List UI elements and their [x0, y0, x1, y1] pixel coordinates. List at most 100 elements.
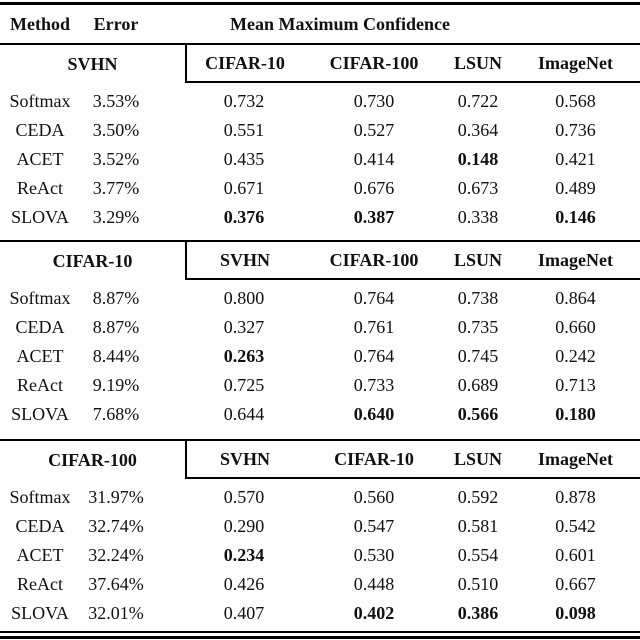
table-row: CEDA 3.50% 0.551 0.527 0.364 0.736: [0, 116, 640, 145]
value-cell: 0.146: [555, 207, 596, 227]
method-cell: CEDA: [15, 516, 65, 536]
value-cell: 0.510: [457, 574, 499, 594]
table-row: Softmax 31.97% 0.570 0.560 0.592 0.878: [0, 483, 640, 512]
table-row: Softmax 3.53% 0.732 0.730 0.722 0.568: [0, 87, 640, 116]
value-cell: 0.387: [353, 207, 395, 227]
value-cell: 0.448: [353, 574, 395, 594]
block-columns-header: SVHN CIFAR-100 LSUN ImageNet: [185, 242, 640, 280]
method-column-header: Method: [10, 13, 70, 34]
block-header-row: CIFAR-100 SVHN CIFAR-10 LSUN ImageNet: [0, 441, 640, 483]
value-cell: 0.386: [457, 603, 499, 623]
block-dataset-label: CIFAR-100: [48, 449, 137, 470]
error-cell: 9.19%: [92, 375, 140, 395]
value-cell: 0.338: [457, 207, 499, 227]
error-cell: 3.53%: [92, 91, 140, 111]
value-cell: 0.733: [353, 375, 395, 395]
table-row: CEDA 32.74% 0.290 0.547 0.581 0.542: [0, 512, 640, 541]
value-cell: 0.435: [223, 149, 265, 169]
bottom-rule-thick: [0, 636, 640, 639]
error-cell: 32.24%: [88, 545, 144, 565]
block-rows: Softmax 31.97% 0.570 0.560 0.592 0.878 C…: [0, 483, 640, 628]
value-cell: 0.414: [353, 149, 395, 169]
value-cell: 0.722: [457, 91, 499, 111]
block-header-row: SVHN CIFAR-10 CIFAR-100 LSUN ImageNet: [0, 45, 640, 87]
value-cell: 0.568: [555, 91, 596, 111]
value-cell: 0.581: [457, 516, 499, 536]
error-cell: 3.52%: [92, 149, 140, 169]
error-cell: 3.77%: [92, 178, 140, 198]
method-cell: CEDA: [15, 120, 65, 140]
method-cell: ReAct: [17, 574, 63, 594]
table-block-cifar100: CIFAR-100 SVHN CIFAR-10 LSUN ImageNet So…: [0, 441, 640, 628]
method-cell: SLOVA: [11, 404, 69, 424]
method-cell: Softmax: [9, 91, 71, 111]
table-row: ACET 32.24% 0.234 0.530 0.554 0.601: [0, 541, 640, 570]
block-columns-header: CIFAR-10 CIFAR-100 LSUN ImageNet: [185, 45, 640, 83]
value-cell: 0.736: [555, 120, 596, 140]
value-cell: 0.527: [353, 120, 395, 140]
top-rule: [0, 2, 640, 5]
error-cell: 3.50%: [92, 120, 140, 140]
value-cell: 0.180: [555, 404, 596, 424]
value-cell: 0.263: [223, 346, 265, 366]
value-cell: 0.407: [223, 603, 265, 623]
block-dataset-label: CIFAR-10: [52, 250, 133, 271]
value-cell: 0.640: [353, 404, 395, 424]
method-cell: ACET: [16, 545, 64, 565]
column-header: CIFAR-10: [205, 52, 285, 73]
value-cell: 0.376: [223, 207, 265, 227]
column-header: LSUN: [453, 249, 502, 270]
value-cell: 0.542: [555, 516, 596, 536]
method-cell: ReAct: [17, 375, 63, 395]
value-cell: 0.554: [457, 545, 499, 565]
value-cell: 0.735: [457, 317, 499, 337]
value-cell: 0.764: [353, 288, 395, 308]
method-cell: ACET: [16, 346, 64, 366]
error-cell: 32.01%: [88, 603, 144, 623]
table-row: CEDA 8.87% 0.327 0.761 0.735 0.660: [0, 313, 640, 342]
error-cell: 8.87%: [92, 317, 140, 337]
table-row: ReAct 37.64% 0.426 0.448 0.510 0.667: [0, 570, 640, 599]
error-cell: 3.29%: [92, 207, 140, 227]
block-rows: Softmax 3.53% 0.732 0.730 0.722 0.568 CE…: [0, 87, 640, 232]
value-cell: 0.745: [457, 346, 499, 366]
value-cell: 0.148: [457, 149, 499, 169]
value-cell: 0.530: [353, 545, 395, 565]
value-cell: 0.660: [555, 317, 596, 337]
method-cell: CEDA: [15, 317, 65, 337]
error-cell: 7.68%: [92, 404, 140, 424]
value-cell: 0.667: [555, 574, 596, 594]
value-cell: 0.800: [223, 288, 265, 308]
value-cell: 0.402: [353, 603, 395, 623]
error-cell: 31.97%: [88, 487, 144, 507]
value-cell: 0.426: [223, 574, 265, 594]
value-cell: 0.601: [555, 545, 596, 565]
error-cell: 37.64%: [88, 574, 144, 594]
value-cell: 0.560: [353, 487, 395, 507]
table-row: SLOVA 32.01% 0.407 0.402 0.386 0.098: [0, 599, 640, 628]
value-cell: 0.864: [555, 288, 596, 308]
method-cell: ACET: [16, 149, 64, 169]
block-rows: Softmax 8.87% 0.800 0.764 0.738 0.864 CE…: [0, 284, 640, 429]
value-cell: 0.671: [223, 178, 265, 198]
column-header: CIFAR-100: [329, 52, 419, 73]
header-midrule: [0, 43, 640, 45]
column-header: SVHN: [219, 249, 270, 270]
error-cell: 8.87%: [92, 288, 140, 308]
value-cell: 0.764: [353, 346, 395, 366]
table-block-svhn: SVHN CIFAR-10 CIFAR-100 LSUN ImageNet So…: [0, 45, 640, 240]
column-header: ImageNet: [538, 249, 613, 270]
value-cell: 0.290: [223, 516, 265, 536]
bottom-rule-thin: [0, 631, 640, 633]
value-cell: 0.234: [223, 545, 265, 565]
value-cell: 0.551: [223, 120, 265, 140]
method-cell: SLOVA: [11, 603, 69, 623]
value-cell: 0.570: [223, 487, 265, 507]
value-cell: 0.364: [457, 120, 499, 140]
table-row: SLOVA 3.29% 0.376 0.387 0.338 0.146: [0, 203, 640, 232]
value-cell: 0.732: [223, 91, 265, 111]
value-cell: 0.738: [457, 288, 499, 308]
value-cell: 0.761: [353, 317, 395, 337]
value-cell: 0.673: [457, 178, 499, 198]
